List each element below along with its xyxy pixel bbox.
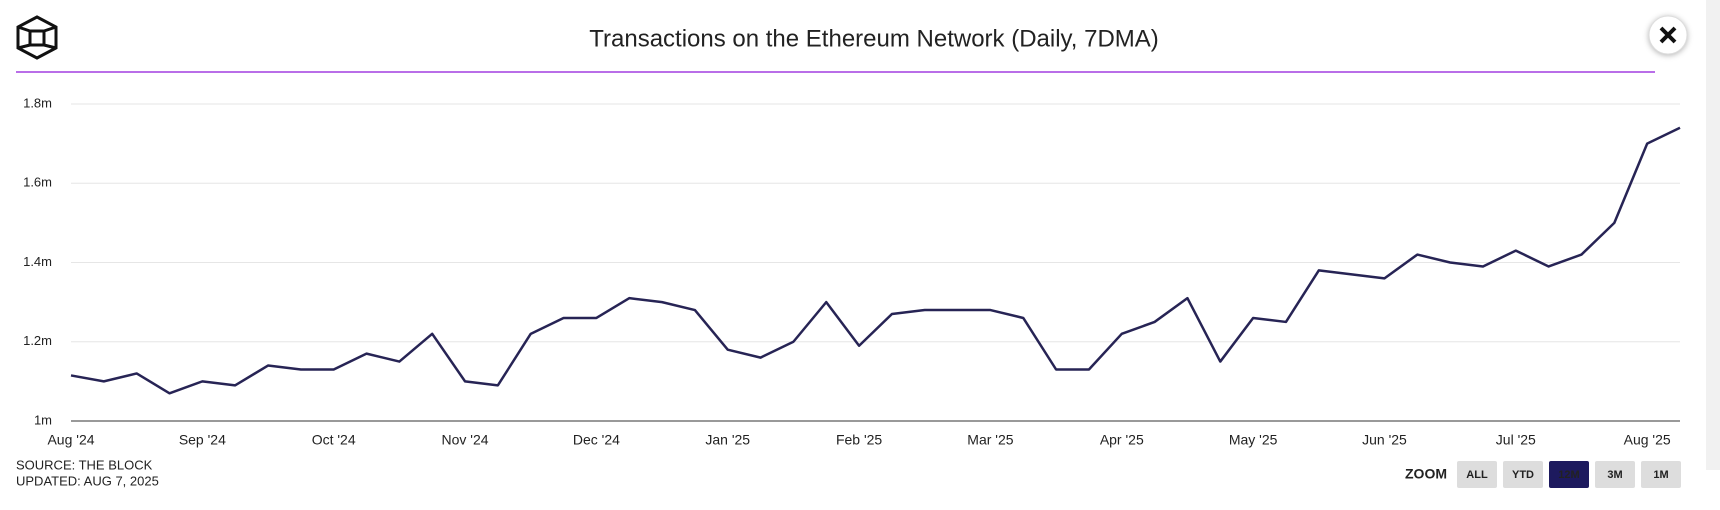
zoom-button[interactable] <box>1549 461 1589 488</box>
x-tick-label: Apr '25 <box>1100 432 1144 448</box>
x-tick-label: Sep '24 <box>179 432 226 448</box>
y-tick-label: 1.2m <box>23 333 52 348</box>
x-tick-label: Dec '24 <box>573 432 620 448</box>
zoom-button[interactable] <box>1457 461 1497 488</box>
data-line <box>70 126 1681 395</box>
x-tick-label: Jun '25 <box>1362 432 1407 448</box>
y-tick-label: 1.6m <box>23 175 52 190</box>
y-tick-label: 1.4m <box>23 254 52 269</box>
x-tick-label: Aug '25 <box>1624 432 1671 448</box>
x-tick-label: Jan '25 <box>705 432 750 448</box>
chart-title: Transactions on the Ethereum Network (Da… <box>589 25 1159 52</box>
logo <box>16 15 58 60</box>
updated: UPDATED: AUG 7, 2025 <box>16 473 159 488</box>
x-tick-label: Oct '24 <box>312 432 356 448</box>
zoom-button-label[interactable]: ALL <box>1466 469 1488 481</box>
x-tick-label: Jul '25 <box>1496 432 1536 448</box>
y-tick-label: 1m <box>34 412 52 427</box>
x-tick-label: May '25 <box>1229 432 1278 448</box>
scrollbar <box>1706 0 1720 470</box>
zoom-label: ZOOM <box>1405 466 1447 482</box>
zoom-button[interactable] <box>1503 461 1543 488</box>
zoom-button[interactable] <box>1641 461 1681 488</box>
zoom-button[interactable] <box>1595 461 1635 488</box>
zoom-button-label[interactable]: YTD <box>1512 469 1534 481</box>
x-tick-label: Aug '24 <box>47 432 94 448</box>
x-tick-label: Feb '25 <box>836 432 882 448</box>
x-tick-label: Nov '24 <box>442 432 489 448</box>
close-button[interactable] <box>1648 15 1688 55</box>
zoom-button-label[interactable]: 12M <box>1558 469 1579 481</box>
x-tick-label: Mar '25 <box>967 432 1013 448</box>
source: SOURCE: THE BLOCK <box>16 457 153 472</box>
zoom-button-label[interactable]: 3M <box>1607 469 1622 481</box>
zoom-button-label[interactable]: 1M <box>1653 469 1668 481</box>
y-tick-label: 1.8m <box>23 95 52 110</box>
